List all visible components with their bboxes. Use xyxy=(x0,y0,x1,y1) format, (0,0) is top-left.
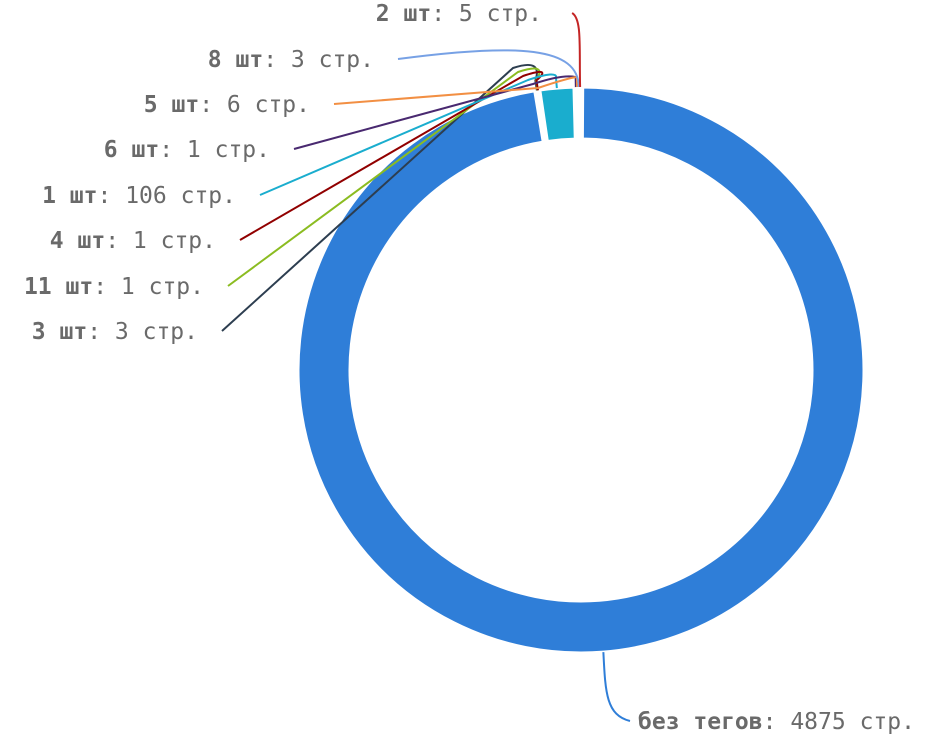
data-label-5-pcs: 5 шт: 6 стр. xyxy=(144,92,310,118)
connectors-group xyxy=(221,12,631,722)
slices-group xyxy=(296,85,866,655)
connector-2-pcs xyxy=(571,12,582,88)
slice-2-pcs[interactable] xyxy=(577,85,583,141)
data-label-untagged: без тегов: 4875 стр. xyxy=(638,709,915,735)
labels-group: без тегов: 4875 стр. 3 шт: 3 стр. 11 шт: 1… xyxy=(24,1,915,735)
data-label-3-pcs: 3 шт: 3 стр. xyxy=(32,319,198,345)
data-label-4-pcs: 4 шт: 1 стр. xyxy=(50,228,216,254)
connector-8-pcs xyxy=(397,49,580,88)
data-label-2-pcs: 2 шт: 5 стр. xyxy=(376,1,542,27)
data-label-8-pcs: 8 шт: 3 стр. xyxy=(208,47,374,73)
data-label-6-pcs: 6 шт: 1 стр. xyxy=(104,137,270,163)
connector-4-pcs xyxy=(239,70,544,241)
slice-1-pcs[interactable] xyxy=(538,85,577,144)
data-label-11-pcs: 11 шт: 1 стр. xyxy=(24,274,204,300)
data-label-1-pcs: 1 шт: 106 стр. xyxy=(42,183,236,209)
connector-untagged xyxy=(602,652,631,722)
slice-untagged[interactable] xyxy=(296,85,866,655)
